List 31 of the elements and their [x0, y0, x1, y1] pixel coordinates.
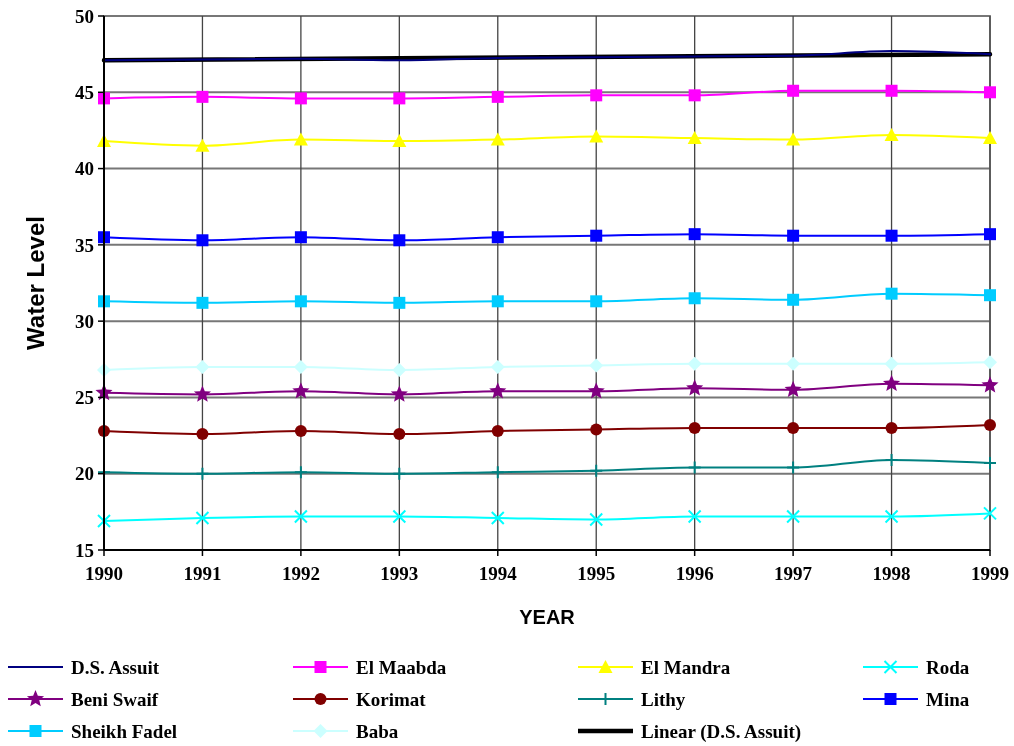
legend-label: Beni Swaif — [71, 688, 159, 710]
y-tick-label: 15 — [75, 539, 94, 561]
y-tick-label: 45 — [75, 81, 94, 103]
legend-label: Sheikh Fadel — [71, 720, 178, 742]
y-tick-label: 30 — [75, 310, 94, 332]
x-tick-label: 1990 — [85, 563, 123, 584]
x-axis-title: YEAR — [519, 606, 576, 628]
legend-label: Mina — [926, 688, 970, 710]
y-tick-label: 20 — [75, 463, 94, 485]
x-tick-label: 1993 — [380, 563, 419, 584]
legend-label: Roda — [926, 656, 970, 678]
x-tick-label: 1991 — [183, 563, 222, 584]
y-tick-label: 25 — [75, 387, 94, 409]
y-tick-label: 40 — [75, 158, 94, 180]
legend-label: D.S. Assuit — [71, 656, 160, 678]
legend-label: Linear (D.S. Assuit) — [641, 720, 802, 743]
x-tick-label: 1997 — [774, 563, 813, 584]
x-tick-label: 1994 — [478, 563, 518, 584]
legend-label: El Mandra — [641, 656, 731, 678]
x-tick-label: 1992 — [281, 563, 320, 584]
legend-label: Baba — [356, 720, 399, 742]
y-axis-title: Water Level — [22, 216, 49, 350]
y-tick-label: 35 — [75, 234, 94, 256]
x-tick-label: 1995 — [577, 563, 616, 584]
x-tick-label: 1999 — [971, 563, 1009, 584]
x-tick-label: 1996 — [675, 563, 714, 584]
legend-label: Korimat — [356, 688, 427, 710]
x-tick-label: 1998 — [872, 563, 911, 584]
y-tick-label: 50 — [75, 5, 94, 27]
legend-label: Lithy — [641, 688, 686, 710]
legend-label: El Maabda — [356, 656, 447, 678]
